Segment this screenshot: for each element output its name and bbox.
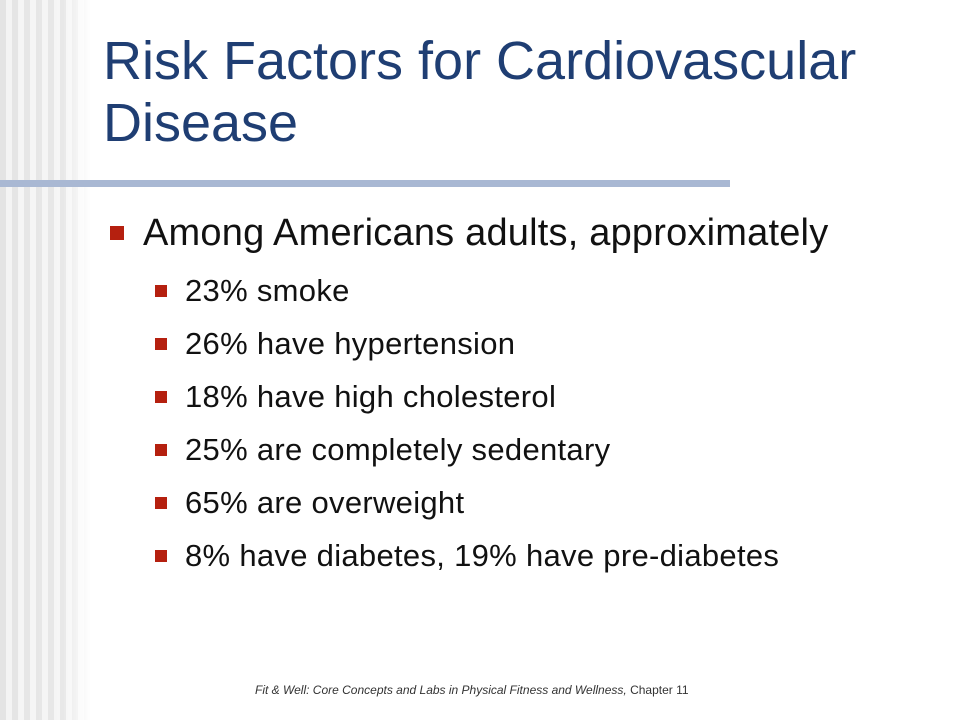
sub-bullet-text: 25% are completely sedentary (185, 431, 611, 467)
sub-bullet-item: 25% are completely sedentary (155, 423, 779, 476)
square-bullet-icon (155, 549, 167, 562)
sub-bullet-text: 23% smoke (185, 272, 350, 308)
slide-title: Risk Factors for Cardiovascular Disease (103, 31, 857, 153)
main-bullet-text: Among Americans adults, approximately (143, 211, 829, 254)
sub-bullet-item: 23% smoke (155, 264, 779, 317)
sub-bullet-item: 18% have high cholesterol (155, 370, 779, 423)
square-bullet-icon (155, 443, 167, 456)
sub-bullet-text: 65% are overweight (185, 484, 465, 520)
sub-bullet-item: 26% have hypertension (155, 317, 779, 370)
sub-bullet-text: 8% have diabetes, 19% have pre-diabetes (185, 537, 780, 573)
slide-footer: Fit & Well: Core Concepts and Labs in Ph… (255, 683, 689, 697)
sub-bullet-item: 65% are overweight (155, 476, 779, 529)
footer-chapter: Chapter 11 (626, 683, 689, 697)
sub-bullet-item: 8% have diabetes, 19% have pre-diabetes (155, 529, 779, 582)
sub-bullet-text: 18% have high cholesterol (185, 378, 557, 414)
square-bullet-icon (155, 496, 167, 509)
title-divider (0, 180, 730, 187)
main-bullet-item: Among Americans adults, approximately (110, 208, 828, 258)
square-bullet-icon (155, 390, 167, 403)
footer-book-title: Fit & Well: Core Concepts and Labs in Ph… (255, 683, 627, 697)
square-bullet-icon (110, 226, 124, 240)
sub-bullet-list: 23% smoke 26% have hypertension 18% have… (155, 264, 779, 582)
square-bullet-icon (155, 284, 167, 297)
decorative-stripes (0, 0, 90, 720)
square-bullet-icon (155, 337, 167, 350)
sub-bullet-text: 26% have hypertension (185, 325, 516, 361)
